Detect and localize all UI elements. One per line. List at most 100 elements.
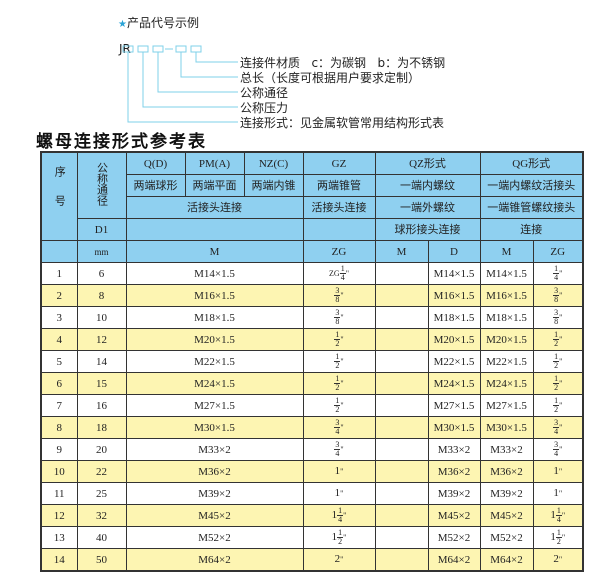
code-box-3 <box>152 45 164 53</box>
header-qd: Q(D) <box>125 151 186 175</box>
cell-no: 14 <box>40 548 78 572</box>
header-mm: mm <box>76 240 127 263</box>
cell-m: M16×1.5 <box>125 284 304 307</box>
inch-mark: " <box>558 489 563 498</box>
header-seq: 序号 <box>40 151 78 241</box>
header-qz-desc1: 一端内螺纹 <box>374 174 481 197</box>
header-gz-conn: 活接头连接 <box>302 196 376 219</box>
inch-mark: " <box>340 467 344 476</box>
label-dn: 公称通径 <box>240 86 289 100</box>
numerator: 3 <box>553 286 560 296</box>
cell-zg: 1" <box>302 460 376 483</box>
header-nzc-desc: 两端内锥 <box>243 174 304 197</box>
cell-dn: 32 <box>76 504 127 527</box>
cell-qz-d: M18×1.5 <box>427 306 481 329</box>
cell-dn: 15 <box>76 372 127 395</box>
inch-mark: " <box>559 291 563 301</box>
cell-qz-d: M16×1.5 <box>427 284 481 307</box>
inch-mark: " <box>340 445 344 455</box>
numerator: 1 <box>553 330 560 340</box>
cell-m: M20×1.5 <box>125 328 304 351</box>
whole-part: 2 <box>334 553 341 565</box>
cell-qg-zg: 1 2 " <box>532 394 584 417</box>
cell-m: M64×2 <box>125 548 304 572</box>
header-qg-desc3: 连接 <box>479 218 584 241</box>
cell-qz-d: M24×1.5 <box>427 372 481 395</box>
denominator: 4 <box>556 515 561 524</box>
numerator: 3 <box>334 308 341 318</box>
denominator: 8 <box>554 317 559 326</box>
cell-zg: 1" <box>302 482 376 505</box>
legend-title-text: 产品代号示例 <box>126 16 199 30</box>
cell-m: M45×2 <box>125 504 304 527</box>
cell-qz-d: M39×2 <box>427 482 481 505</box>
header-zg: ZG <box>302 240 376 263</box>
cell-qz-d: M36×2 <box>427 460 481 483</box>
label-material: 连接件材质 c：为碳钢 b：为不锈钢 <box>240 56 446 70</box>
inch-mark: " <box>345 269 349 279</box>
leader-line-material <box>195 52 238 63</box>
header-qg: QG形式 <box>479 151 584 175</box>
numerator: 1 <box>553 396 560 406</box>
header-blank-a <box>125 218 304 241</box>
header-qz-d: D <box>427 240 481 263</box>
numerator: 3 <box>553 418 560 428</box>
cell-no: 6 <box>40 372 78 395</box>
cell-m: M14×1.5 <box>125 262 304 285</box>
leader-line-length <box>180 52 238 78</box>
code-box-5 <box>190 45 202 53</box>
inch-mark: " <box>559 269 563 279</box>
denominator: 4 <box>554 449 559 458</box>
cell-zg: ZG 1 4 " <box>302 262 376 285</box>
numerator: 3 <box>553 308 560 318</box>
nut-connection-table: 序号 公称通径 Q(D) PM(A) NZ(C) GZ QZ形式 QG形式 两端… <box>40 151 584 572</box>
cell-zg: 2" <box>302 548 376 572</box>
cell-qz-d: M22×1.5 <box>427 350 481 373</box>
numerator: 3 <box>553 440 560 450</box>
table-row: 12 32 M45×2 1 1 4 " M45×2 M45×2 1 1 4 " <box>40 504 584 527</box>
cell-qz-m <box>374 262 429 285</box>
inch-mark: " <box>340 335 344 345</box>
numerator: 3 <box>334 286 341 296</box>
table-row: 13 40 M52×2 1 1 2 " M52×2 M52×2 1 1 2 " <box>40 526 584 549</box>
cell-qg-m: M14×1.5 <box>479 262 534 285</box>
cell-no: 1 <box>40 262 78 285</box>
header-qg-desc2: 一端锥管螺纹接头 <box>479 196 584 219</box>
cell-dn: 40 <box>76 526 127 549</box>
whole-part: 1 <box>331 531 338 544</box>
cell-qg-zg: 1 1 2 " <box>532 526 584 549</box>
cell-qg-m: M45×2 <box>479 504 534 527</box>
cell-qg-zg: 1" <box>532 482 584 505</box>
whole-part: 1 <box>553 487 559 499</box>
label-connection: 连接形式：见金属软管常用结构形式表 <box>240 116 445 130</box>
cell-qz-m <box>374 306 429 329</box>
cell-qz-d: M30×1.5 <box>427 416 481 439</box>
inch-mark: " <box>559 379 563 389</box>
cell-m: M36×2 <box>125 460 304 483</box>
cell-no: 4 <box>40 328 78 351</box>
cell-qz-m <box>374 460 429 483</box>
cell-m: M18×1.5 <box>125 306 304 329</box>
whole-part: 2 <box>553 553 559 565</box>
denominator: 4 <box>340 273 345 282</box>
table-row: 10 22 M36×2 1" M36×2 M36×2 1" <box>40 460 584 483</box>
cell-qg-zg: 3 8 " <box>532 284 584 307</box>
header-qz-desc3: 球形接头连接 <box>374 218 481 241</box>
denominator: 2 <box>554 405 559 414</box>
header-seq-bottom <box>40 240 78 263</box>
cell-qg-zg: 2" <box>532 548 584 572</box>
whole-part: 1 <box>553 465 559 477</box>
cell-qg-zg: 3 4 " <box>532 416 584 439</box>
table-body: 1 6 M14×1.5 ZG 1 4 " M14×1.5 M14×1.5 1 4 " 2 8 M16×1.5… <box>40 262 584 572</box>
cell-zg: 3 8 " <box>302 306 376 329</box>
whole-part: 1 <box>331 509 338 522</box>
denominator: 2 <box>335 361 340 370</box>
